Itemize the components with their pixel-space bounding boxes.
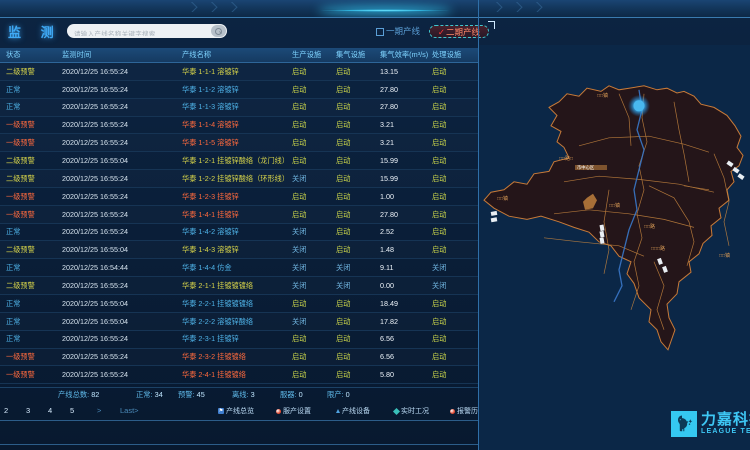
svg-text:□□镇: □□镇 [597,92,608,99]
svg-text:□□镇: □□镇 [609,202,620,209]
svg-text:□□镇: □□镇 [497,195,508,202]
svg-text:□□□路: □□□路 [651,245,665,252]
svg-text:□□镇: □□镇 [719,252,730,259]
svg-text:市中心区: 市中心区 [577,164,595,171]
svg-text:□□路□: □□路□ [559,155,573,162]
svg-text:□□路: □□路 [644,223,655,230]
